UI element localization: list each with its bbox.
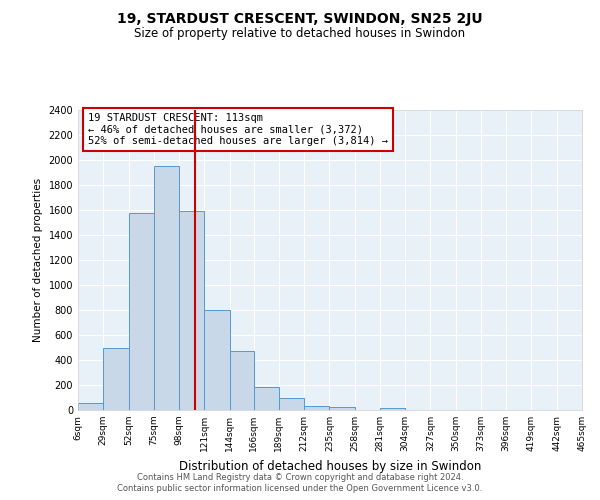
Bar <box>204 310 230 410</box>
Bar <box>179 211 204 410</box>
Text: 19, STARDUST CRESCENT, SWINDON, SN25 2JU: 19, STARDUST CRESCENT, SWINDON, SN25 2JU <box>117 12 483 26</box>
Bar <box>329 407 355 410</box>
Bar <box>279 398 304 410</box>
X-axis label: Distribution of detached houses by size in Swindon: Distribution of detached houses by size … <box>179 460 481 472</box>
Bar <box>103 348 128 410</box>
Text: Size of property relative to detached houses in Swindon: Size of property relative to detached ho… <box>134 28 466 40</box>
Bar <box>78 403 103 410</box>
Bar <box>128 212 154 410</box>
Bar <box>230 350 254 410</box>
Bar <box>254 387 279 410</box>
Bar <box>154 166 179 410</box>
Text: Contains HM Land Registry data © Crown copyright and database right 2024.: Contains HM Land Registry data © Crown c… <box>137 472 463 482</box>
Bar <box>304 406 329 410</box>
Bar <box>380 408 405 410</box>
Text: 19 STARDUST CRESCENT: 113sqm
← 46% of detached houses are smaller (3,372)
52% of: 19 STARDUST CRESCENT: 113sqm ← 46% of de… <box>88 113 388 146</box>
Y-axis label: Number of detached properties: Number of detached properties <box>33 178 43 342</box>
Text: Contains public sector information licensed under the Open Government Licence v3: Contains public sector information licen… <box>118 484 482 493</box>
